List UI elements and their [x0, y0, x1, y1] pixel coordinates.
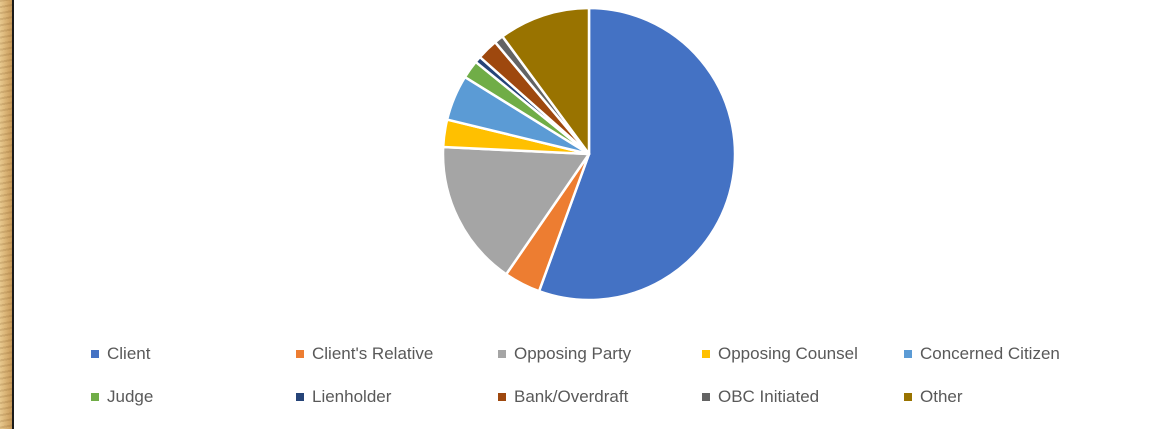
pie-slice-client	[537, 6, 737, 302]
legend-swatch-other	[904, 393, 912, 401]
legend-label-concerned-citizen: Concerned Citizen	[920, 344, 1060, 363]
legend-item-judge: Judge	[91, 385, 153, 409]
decorative-texture-border	[0, 0, 12, 429]
legend-swatch-concerned-citizen	[904, 350, 912, 358]
legend-swatch-clients-relative	[296, 350, 304, 358]
legend-swatch-opposing-party	[498, 350, 506, 358]
legend-item-opposing-counsel: Opposing Counsel	[702, 342, 858, 366]
legend-item-other: Other	[904, 385, 963, 409]
legend-swatch-judge	[91, 393, 99, 401]
legend-swatch-obc-initiated	[702, 393, 710, 401]
chart-area: Client Client's Relative Opposing Party …	[14, 0, 1158, 429]
legend-label-opposing-counsel: Opposing Counsel	[718, 344, 858, 363]
legend-swatch-lienholder	[296, 393, 304, 401]
pie-slice-other	[501, 6, 591, 156]
legend-label-judge: Judge	[107, 387, 154, 406]
legend-label-clients-relative: Client's Relative	[312, 344, 434, 363]
legend-label-other: Other	[920, 387, 963, 406]
legend-label-bank-overdraft: Bank/Overdraft	[514, 387, 629, 406]
legend-label-opposing-party: Opposing Party	[514, 344, 632, 363]
legend-swatch-bank-overdraft	[498, 393, 506, 401]
legend-item-opposing-party: Opposing Party	[498, 342, 631, 366]
legend-item-client: Client	[91, 342, 150, 366]
legend-label-obc-initiated: OBC Initiated	[718, 387, 820, 406]
legend-item-bank-overdraft: Bank/Overdraft	[498, 385, 628, 409]
chart-frame-left-border	[12, 0, 14, 429]
legend-swatch-opposing-counsel	[702, 350, 710, 358]
pie-chart	[441, 6, 737, 302]
legend-item-obc-initiated: OBC Initiated	[702, 385, 819, 409]
legend-item-clients-relative: Client's Relative	[296, 342, 433, 366]
legend-label-client: Client	[107, 344, 151, 363]
pie-slice-opposing-party	[441, 145, 591, 276]
legend-swatch-client	[91, 350, 99, 358]
legend-label-lienholder: Lienholder	[312, 387, 392, 406]
legend-item-concerned-citizen: Concerned Citizen	[904, 342, 1060, 366]
legend-item-lienholder: Lienholder	[296, 385, 391, 409]
